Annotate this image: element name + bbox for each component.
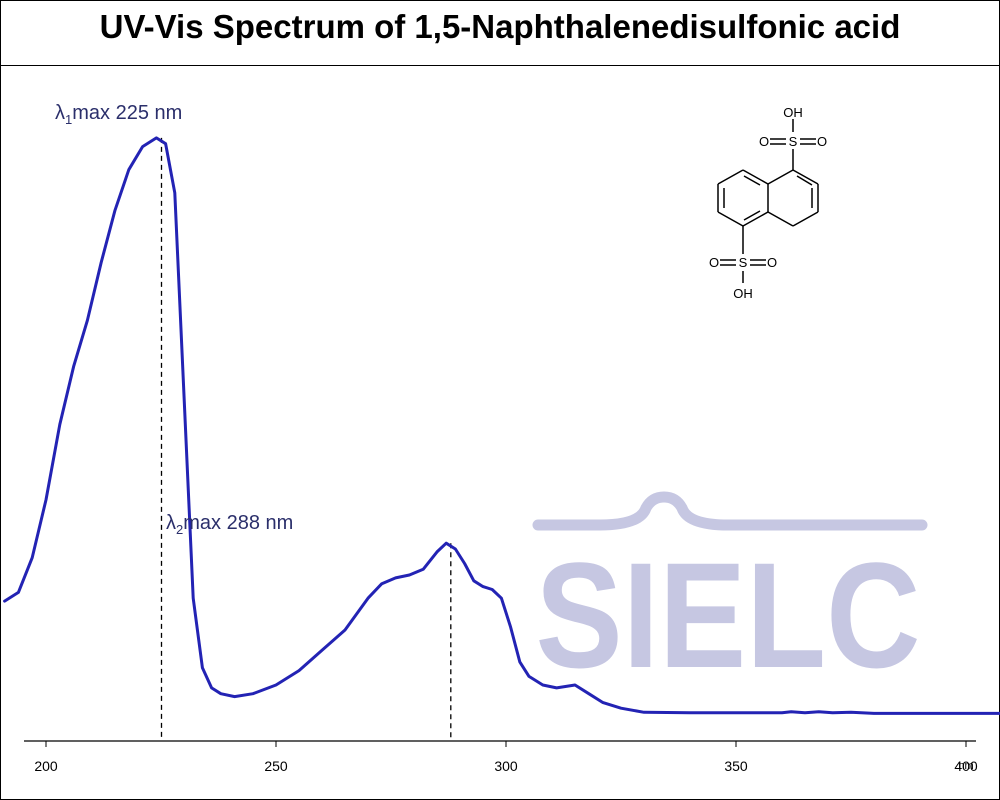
atom-o-bottom-right: O: [767, 255, 777, 270]
sielc-watermark: SIELC: [532, 491, 928, 699]
molecule-structure: [717, 119, 819, 283]
atom-s-top: S: [789, 134, 798, 149]
atom-o-top-right: O: [817, 134, 827, 149]
atom-s-bottom: S: [739, 255, 748, 270]
atom-o-top-left: O: [759, 134, 769, 149]
x-tick-label-400: 400: [954, 758, 978, 774]
peak-label-1: λ1max 225 nm: [55, 102, 182, 127]
x-tick-label-250: 250: [264, 758, 288, 774]
watermark-text: SIELC: [536, 531, 921, 699]
x-tick-label-200: 200: [34, 758, 58, 774]
atom-oh-top: OH: [783, 105, 803, 120]
x-axis-label: nm: [958, 760, 973, 772]
x-tick-label-350: 350: [724, 758, 748, 774]
chart-title: UV-Vis Spectrum of 1,5-Naphthalenedisulf…: [99, 8, 901, 45]
x-tick-label-300: 300: [494, 758, 518, 774]
watermark-arc: [532, 491, 928, 531]
atom-o-bottom-left: O: [709, 255, 719, 270]
title-divider: [0, 65, 1000, 66]
peak-label-2: λ2max 288 nm: [166, 512, 293, 537]
atom-oh-bottom: OH: [733, 286, 753, 301]
spectrum-line: [3, 136, 1000, 715]
